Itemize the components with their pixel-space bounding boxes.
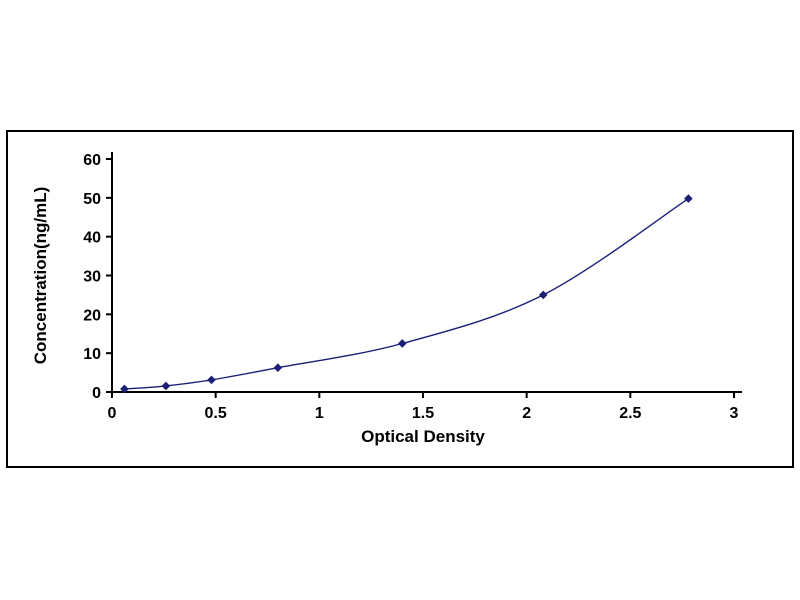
y-axis-label: Concentration(ng/mL) [31,187,50,365]
x-tick-label: 3 [730,405,739,422]
data-point-marker [161,381,171,391]
y-tick-label: 40 [83,230,101,247]
x-tick-label: 0 [108,405,117,422]
x-tick-label: 0.5 [205,405,227,422]
y-tick-label: 10 [83,346,101,363]
data-point-marker [207,375,216,385]
x-tick-label: 2 [522,405,531,422]
y-tick-label: 60 [83,152,101,169]
curve-line [124,198,689,390]
data-point-marker [397,339,407,348]
y-tick-label: 50 [83,191,101,208]
data-point-marker [273,363,283,373]
standard-curve-chart-frame: 0 0.5 1 1.5 2 2.5 3 0 10 20 30 40 50 60 Optical Densit… [6,130,794,468]
y-tick-label: 0 [92,385,101,402]
x-tick-label: 1.5 [412,405,434,422]
data-point-marker [538,290,548,300]
x-axis-label: Optical Density [361,427,485,446]
y-tick-label: 30 [83,269,101,286]
x-tick-label: 2.5 [619,405,641,422]
data-point-marker [684,194,693,203]
y-tick-label: 20 [83,307,101,324]
data-point-marker [120,384,129,394]
x-tick-label: 1 [315,405,324,422]
